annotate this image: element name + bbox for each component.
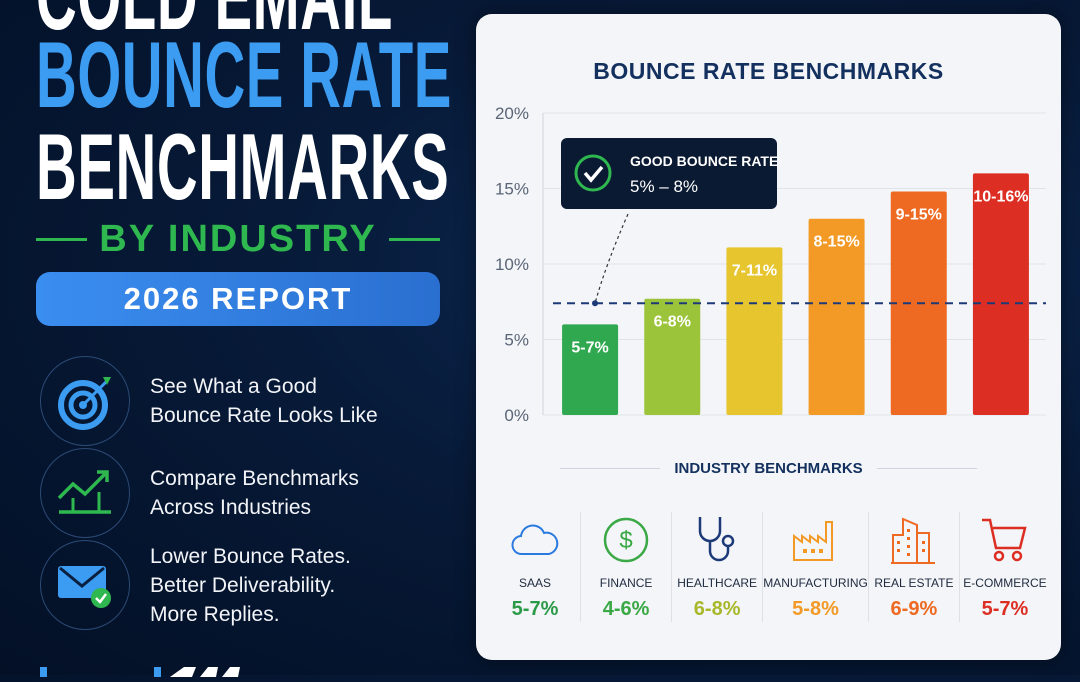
industry-value: 4-6% [602, 598, 650, 620]
title-line-2: BOUNCE RATE [36, 22, 453, 127]
title-line-1: COLD EMAIL [36, 0, 393, 44]
bar [726, 247, 783, 415]
cart-icon [980, 512, 1030, 568]
industry-name: REAL ESTATE [874, 576, 954, 590]
feature-item: Lower Bounce Rates. Better Deliverability… [40, 540, 351, 630]
feature-line: Across Industries [150, 496, 312, 519]
y-tick-label: 0% [504, 406, 529, 425]
bar-data-label: 6-8% [654, 314, 691, 331]
bar-data-label: 7-11% [732, 262, 777, 279]
industry-value: 6-9% [890, 598, 938, 620]
industry-item: $ FINANCE 4-6% [581, 512, 673, 622]
feature-line: More Replies. [150, 602, 280, 626]
feature-line: Compare Benchmarks [150, 467, 359, 490]
chart-card: BOUNCE RATE BENCHMARKS 0% 5% 10% 15% 20% 5-7%… [476, 14, 1061, 660]
y-tick-label: 10% [495, 255, 529, 274]
industry-item: MANUFACTURING 5-8% [763, 512, 869, 622]
industry-value: 5-7% [981, 598, 1029, 620]
industry-name: SAAS [519, 576, 552, 590]
industry-value: 6-8% [693, 598, 741, 620]
industry-name: E-COMMERCE [963, 576, 1047, 590]
feature-line: Lower Bounce Rates. [150, 544, 351, 568]
industry-list: SAAS 5-7% $ FINANCE 4-6% HEALTHCARE 6-8% MANUFA… [490, 512, 1050, 622]
y-tick-label: 5% [504, 331, 529, 350]
brand-logo [40, 664, 240, 682]
industry-heading: INDUSTRY BENCHMARKS [476, 460, 1061, 477]
annotation-value: 5% – 8% [630, 177, 698, 196]
industry-item: HEALTHCARE 6-8% [672, 512, 764, 622]
bar-data-label: 8-15% [813, 234, 859, 251]
bar [972, 173, 1029, 415]
feature-line: See What a Good [150, 375, 317, 398]
factory-icon [791, 512, 841, 568]
subtitle-text: BY INDUSTRY [99, 218, 377, 260]
feature-line: Better Deliverability. [150, 573, 336, 597]
dollar-icon: $ [601, 512, 651, 568]
y-tick-label: 20% [495, 104, 529, 123]
svg-text:$: $ [619, 527, 632, 554]
check-circle-icon [574, 154, 612, 192]
industry-value: 5-8% [792, 598, 839, 620]
feature-line: Bounce Rate Looks Like [150, 404, 378, 427]
report-badge: 2026 REPORT [36, 272, 440, 326]
bar-data-label: 9-15% [896, 207, 942, 224]
building-icon [889, 512, 939, 568]
y-tick-label: 15% [495, 180, 529, 199]
bar [644, 298, 701, 415]
trend-up-icon [40, 448, 130, 538]
bar [562, 324, 619, 415]
industry-item: E-COMMERCE 5-7% [960, 512, 1050, 622]
bar [808, 218, 865, 415]
industry-heading-text: INDUSTRY BENCHMARKS [674, 460, 863, 477]
subtitle: BY INDUSTRY [36, 218, 441, 261]
chart-title: BOUNCE RATE BENCHMARKS [593, 58, 944, 84]
target-icon [40, 356, 130, 446]
industry-item: SAAS 5-7% [490, 512, 582, 622]
feature-item: See What a Good Bounce Rate Looks Like [40, 356, 378, 446]
annotation-connector [594, 213, 629, 304]
bar-data-label: 5-7% [571, 339, 608, 356]
annotation-label: GOOD BOUNCE RATE [630, 153, 778, 169]
industry-item: REAL ESTATE 6-9% [869, 512, 960, 622]
bar-chart: 0% 5% 10% 15% 20% 5-7% 6-8% 7-11% 8-15% 9-15% 10-1… [495, 104, 1046, 425]
check-icon [583, 165, 604, 183]
annotation-point [592, 300, 598, 307]
annotation-box [561, 138, 777, 209]
title-line-3: BENCHMARKS [36, 114, 450, 219]
cloud-icon [510, 512, 560, 568]
industry-name: HEALTHCARE [677, 576, 758, 590]
industry-name: FINANCE [599, 576, 653, 590]
industry-name: MANUFACTURING [763, 576, 868, 590]
stethoscope-icon [692, 512, 742, 568]
email-check-icon [40, 540, 130, 630]
bar-data-label: 10-16% [973, 188, 1028, 205]
industry-value: 5-7% [511, 598, 559, 620]
feature-item: Compare Benchmarks Across Industries [40, 448, 359, 538]
